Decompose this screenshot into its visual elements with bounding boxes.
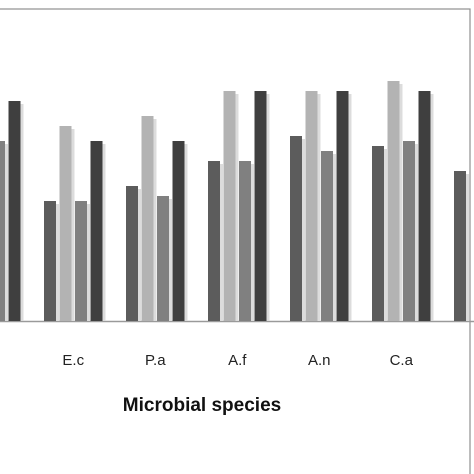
- x-tick-label: P.a: [145, 352, 166, 369]
- bar-A.f-s1: [208, 161, 220, 321]
- bar-.a-s3: [0, 141, 5, 321]
- chart-border: [0, 8, 471, 474]
- bar-P.a-s2: [141, 116, 154, 321]
- bar-A.f-s4: [254, 91, 267, 321]
- bar-P.a-s3: [157, 196, 169, 321]
- bar-E.c-s4: [90, 141, 103, 321]
- bar-C.a-s1: [372, 146, 384, 321]
- bar-A.f-s2: [223, 91, 236, 321]
- bar-A.f-s3: [239, 161, 251, 321]
- x-axis-title: Microbial species: [123, 395, 281, 416]
- bar-E.c-s3: [75, 201, 87, 321]
- bar-A.n-s1: [290, 136, 302, 321]
- bar-cat6-s1: [454, 171, 466, 321]
- bar-A.n-s4: [336, 91, 349, 321]
- bar-C.a-s4: [418, 91, 431, 321]
- bar-P.a-s4: [172, 141, 185, 321]
- bar-E.c-s1: [44, 201, 56, 321]
- bar-A.n-s3: [321, 151, 333, 321]
- x-tick-label: C.a: [390, 352, 414, 369]
- x-tick-labels: .aE.cP.aA.fA.nC.a: [62, 352, 414, 369]
- x-tick-label: A.f: [228, 352, 247, 369]
- bar-.a-s4: [8, 101, 21, 321]
- bar-C.a-s2: [387, 81, 400, 321]
- bar-P.a-s1: [126, 186, 138, 321]
- bar-C.a-s3: [403, 141, 415, 321]
- x-tick-label: E.c: [62, 352, 84, 369]
- x-tick-label: A.n: [308, 352, 331, 369]
- bars-layer: [0, 81, 469, 321]
- bar-E.c-s2: [59, 126, 72, 321]
- bar-A.n-s2: [305, 91, 318, 321]
